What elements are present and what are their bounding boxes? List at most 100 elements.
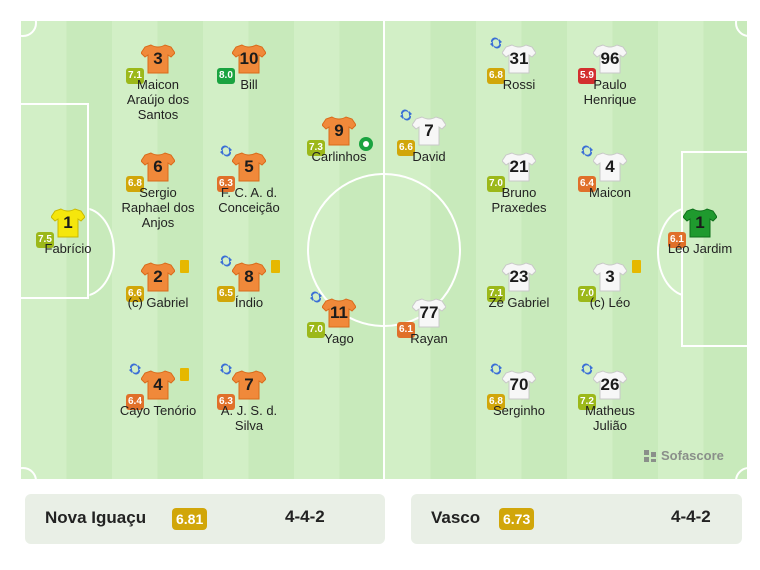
player-rating: 7.0 [307,322,325,338]
away-team-rating: 6.73 [499,508,535,530]
player-rating: 6.5 [217,286,235,302]
player-rating: 7.5 [36,232,54,248]
yellow-card-icon [180,368,189,381]
player-name: Rayan [410,331,448,346]
jersey-icon: 31 [502,44,536,74]
player-rating: 7.1 [126,68,144,84]
player-number: 7 [244,375,254,394]
player-rating: 6.3 [217,394,235,410]
home-team-rating: 6.81 [172,508,208,530]
player-rating: 6.6 [126,286,144,302]
sofascore-logo: Sofascore [643,448,724,463]
home-formation: 4-4-2 [285,507,325,526]
player-number: 23 [509,267,529,286]
jersey-icon: 23 [502,262,536,292]
away-formation: 4-4-2 [671,507,711,526]
player-name: Léo Jardim [667,241,733,256]
player-number: 70 [509,375,529,394]
substitution-icon [128,362,142,375]
player-number: 77 [419,303,439,322]
home-team-name: Nova Iguaçu [45,508,147,527]
jersey-icon: 7 [232,370,266,400]
yellow-card-icon [632,260,641,273]
brand-label: Sofascore [661,448,724,463]
jersey-icon: 9 [322,116,356,146]
jersey-icon: 70 [502,370,536,400]
player-rating: 6.1 [397,322,415,338]
player-name: Rossi [502,77,536,92]
player-rating: 5.9 [578,68,596,84]
player-name: (c) Gabriel [127,295,189,310]
player-number: 4 [153,375,163,394]
jersey-icon: 3 [593,262,627,292]
player-rating: 8.0 [217,68,235,84]
player-number: 11 [330,303,348,322]
player-rating: 7.0 [578,286,596,302]
jersey-icon: 4 [141,370,175,400]
player-number: 4 [605,157,615,176]
player-number: 1 [63,213,73,232]
away-team-summary[interactable]: Vasco 6.73 4-4-2 [411,494,742,544]
player-name: David [412,149,446,164]
player-number: 9 [334,121,344,140]
jersey-icon: 96 [593,44,627,74]
player-rating: 7.2 [578,394,596,410]
substitution-icon [489,362,503,375]
jersey-icon: 2 [141,262,175,292]
player-number: 3 [153,49,163,68]
substitution-icon [580,362,594,375]
player-name: Índio [234,295,264,310]
player-name: Sergio Raphael dos Anjos [121,185,195,230]
substitution-icon [309,290,323,303]
player-number: 7 [424,121,434,140]
jersey-icon: 26 [593,370,627,400]
jersey-icon: 4 [593,152,627,182]
player-number: 21 [509,157,529,176]
jersey-icon: 3 [141,44,175,74]
sofascore-icon [644,449,656,462]
player-number: 5 [244,157,254,176]
substitution-icon [580,144,594,157]
player-number: 96 [600,49,620,68]
player-name: Carlinhos [311,149,367,164]
player-rating: 6.8 [126,176,144,192]
player-name: Paulo Henrique [583,77,637,107]
jersey-icon: 77 [412,298,446,328]
player-name: Matheus Julião [585,403,635,433]
player-rating: 6.4 [126,394,144,410]
jersey-icon: 7 [412,116,446,146]
center-circle [307,173,461,327]
player-number: 3 [605,267,615,286]
jersey-icon: 1 [683,208,717,238]
goal-icon [359,137,373,151]
player-name: F. C. A. d. Conceição [218,185,280,215]
player-number: 26 [600,375,620,394]
player-name: Maicon [589,185,631,200]
yellow-card-icon [180,260,189,273]
jersey-icon: 11 [322,298,356,328]
player-number: 6 [153,157,163,176]
player-name: Yago [324,331,354,346]
home-team-summary[interactable]: Nova Iguaçu 6.81 4-4-2 [25,494,385,544]
player-name: Fabrício [44,241,92,256]
player-rating: 6.1 [668,232,686,248]
player-rating: 6.8 [487,68,505,84]
player-number: 2 [153,267,163,286]
jersey-icon: 8 [232,262,266,292]
substitution-icon [219,362,233,375]
player-rating: 7.3 [307,140,325,156]
player-rating: 6.4 [578,176,596,192]
player-number: 1 [695,213,705,232]
substitution-icon [399,108,413,121]
player-name: Zé Gabriel [488,295,550,310]
jersey-icon: 21 [502,152,536,182]
substitution-icon [219,254,233,267]
jersey-icon: 5 [232,152,266,182]
player-name: Cayo Tenório [119,403,197,418]
substitution-icon [219,144,233,157]
substitution-icon [489,36,503,49]
player-rating: 6.6 [397,140,415,156]
jersey-icon: 6 [141,152,175,182]
player-name: (c) Léo [589,295,631,310]
player-number: 31 [509,49,529,68]
